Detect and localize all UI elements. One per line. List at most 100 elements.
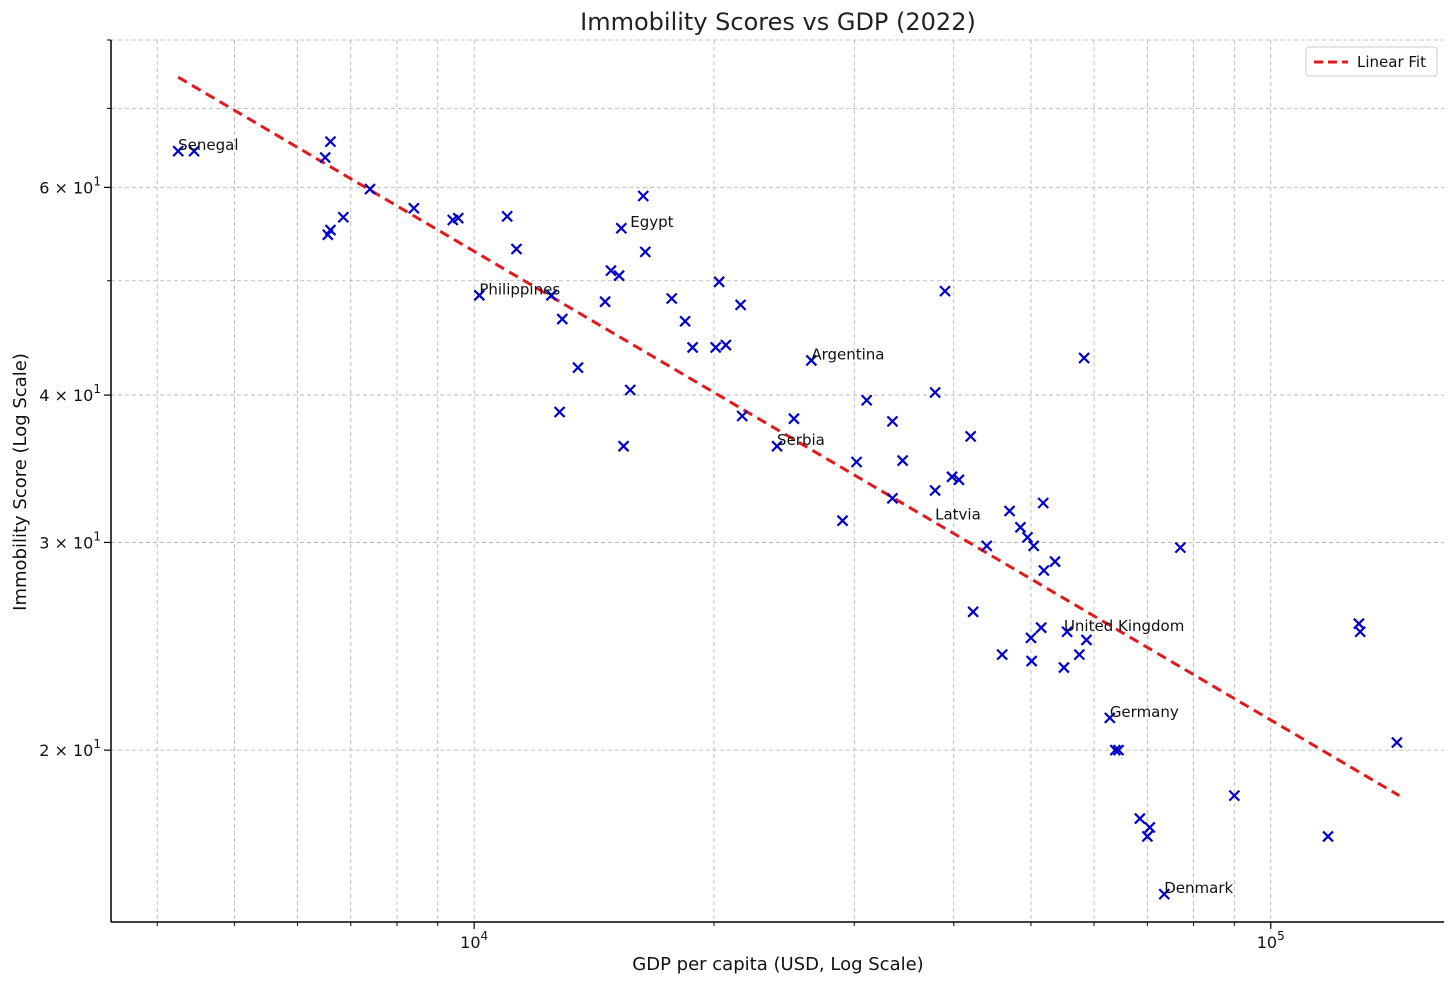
- legend-fit-label: Linear Fit: [1357, 53, 1426, 71]
- data-point: [1058, 661, 1070, 674]
- data-point: [1025, 632, 1037, 644]
- data-point-stroke: [1049, 555, 1061, 568]
- data-point-stroke: [1014, 521, 1027, 534]
- data-point: [1134, 812, 1146, 825]
- data-point: [613, 269, 625, 282]
- data-point-stroke: [545, 289, 558, 302]
- data-point-stroke: [599, 295, 611, 308]
- data-point: [364, 183, 376, 195]
- data-point: [624, 384, 637, 396]
- data-point: [953, 474, 965, 486]
- data-point: [473, 289, 486, 302]
- x-tick-label: 105: [1257, 929, 1285, 952]
- data-point: [572, 361, 584, 374]
- gridlines: [111, 39, 1444, 922]
- data-point: [1391, 736, 1403, 749]
- data-point-stroke: [709, 341, 722, 354]
- data-point: [1322, 830, 1334, 843]
- data-point: [605, 264, 617, 277]
- data-point: [324, 224, 337, 236]
- annotation-label: United Kingdom: [1064, 617, 1184, 635]
- data-point: [1037, 497, 1049, 509]
- annotation-label: Egypt: [630, 213, 673, 231]
- data-point: [929, 484, 941, 497]
- annotation-label: Senegal: [178, 136, 238, 154]
- data-point-stroke: [1073, 648, 1086, 661]
- data-point-stroke: [1025, 655, 1038, 667]
- x-axis-label: GDP per capita (USD, Log Scale): [632, 954, 923, 975]
- data-point-stroke: [473, 289, 486, 302]
- data-point-stroke: [572, 361, 584, 374]
- annotation-label: Serbia: [777, 431, 825, 449]
- y-tick-label: 6 × 101: [39, 174, 101, 197]
- data-point-stroke: [1035, 621, 1047, 634]
- data-point-stroke: [408, 202, 420, 215]
- data-point-stroke: [553, 406, 566, 418]
- annotations: Senegal Egypt Philippines Argentina Serbia La…: [178, 136, 1233, 897]
- data-point: [771, 440, 783, 452]
- data-point: [1144, 821, 1156, 834]
- data-point: [637, 190, 649, 202]
- data-point-stroke: [637, 190, 649, 202]
- data-point: [545, 289, 558, 302]
- data-point: [946, 471, 958, 483]
- data-point: [1014, 521, 1027, 534]
- data-point-stroke: [1038, 564, 1050, 577]
- data-point: [964, 430, 977, 443]
- data-point-stroke: [953, 474, 965, 486]
- data-point-stroke: [364, 183, 376, 195]
- data-point-stroke: [1158, 888, 1171, 900]
- data-point-stroke: [686, 341, 699, 354]
- data-point-stroke: [679, 315, 691, 328]
- data-point: [172, 145, 184, 157]
- data-point-stroke: [1037, 497, 1049, 509]
- data-point: [1174, 541, 1187, 554]
- data-point: [1038, 564, 1050, 577]
- data-point-stroke: [946, 471, 958, 483]
- data-point: [1112, 744, 1125, 756]
- data-point: [1061, 625, 1073, 638]
- data-point: [1078, 352, 1090, 364]
- data-point-stroke: [713, 276, 725, 288]
- data-point: [686, 341, 699, 354]
- data-point-stroke: [1391, 736, 1403, 749]
- data-point-stroke: [850, 456, 863, 468]
- data-point-stroke: [319, 151, 331, 164]
- data-point-stroke: [771, 440, 783, 452]
- data-point-stroke: [1078, 352, 1090, 364]
- data-point-stroke: [1354, 625, 1366, 638]
- data-point-stroke: [1080, 634, 1093, 646]
- data-point: [886, 415, 899, 428]
- axes: [104, 39, 1444, 929]
- data-point: [1354, 625, 1366, 638]
- data-point-stroke: [929, 386, 941, 399]
- data-point: [1025, 655, 1038, 667]
- data-point: [886, 492, 899, 505]
- data-point-stroke: [1141, 830, 1154, 843]
- data-point-stroke: [1021, 531, 1034, 544]
- data-point-stroke: [665, 292, 678, 305]
- data-point: [1158, 888, 1171, 900]
- data-point: [553, 406, 566, 418]
- data-point-stroke: [1109, 744, 1122, 756]
- data-point-stroke: [1322, 830, 1334, 843]
- data-point-stroke: [996, 648, 1008, 661]
- data-point: [1228, 789, 1241, 802]
- data-point: [1027, 540, 1040, 552]
- data-point-stroke: [886, 492, 899, 505]
- data-point-stroke: [1003, 505, 1016, 517]
- data-point: [324, 135, 337, 148]
- data-point: [665, 292, 678, 305]
- data-point: [967, 606, 979, 618]
- data-point-stroke: [980, 540, 993, 552]
- chart-title: Immobility Scores vs GDP (2022): [580, 8, 976, 36]
- annotation-label: Denmark: [1164, 879, 1233, 897]
- data-point-stroke: [788, 412, 800, 425]
- data-point-stroke: [720, 339, 732, 351]
- data-point-stroke: [964, 430, 977, 443]
- data-point-stroke: [501, 210, 513, 223]
- data-point-stroke: [1025, 632, 1037, 644]
- data-point: [337, 211, 350, 224]
- data-point: [980, 540, 993, 552]
- data-point-stroke: [1144, 821, 1156, 834]
